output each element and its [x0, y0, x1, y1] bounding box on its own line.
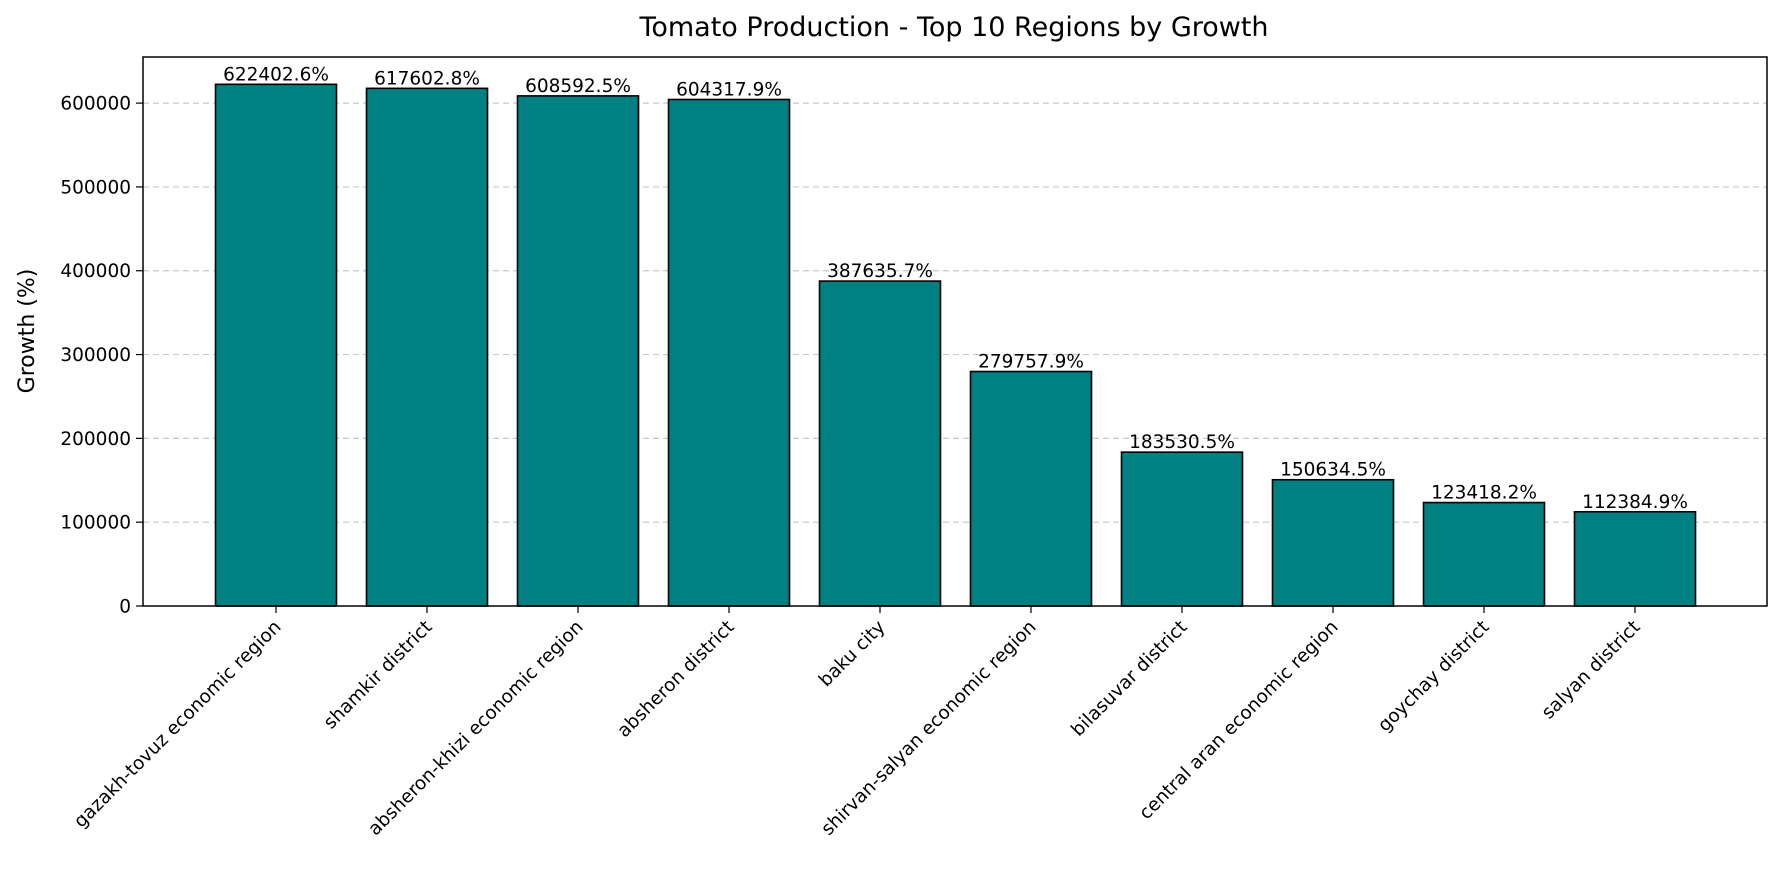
bar: [667, 98, 791, 607]
y-tick-label: 100000: [60, 513, 131, 534]
data-label: 608592.5%: [525, 76, 631, 97]
data-label: 617602.8%: [374, 68, 480, 89]
bar: [365, 87, 489, 607]
x-tick-label: goychay district: [1374, 617, 1494, 737]
bar: [1120, 451, 1244, 607]
bars: [214, 83, 1697, 607]
y-axis-label: Growth (%): [15, 269, 40, 394]
y-tick-label: 500000: [60, 177, 131, 198]
x-tick-label: gazakh-tovuz economic region: [70, 617, 285, 832]
bar: [818, 280, 942, 607]
axes-frame: [142, 56, 1768, 607]
bar: [1422, 501, 1546, 607]
y-tick-label: 400000: [60, 261, 131, 282]
bar: [214, 83, 338, 607]
data-label: 279757.9%: [978, 352, 1084, 373]
data-label: 150634.5%: [1280, 460, 1386, 481]
y-tick-label: 0: [119, 597, 131, 618]
data-label: 112384.9%: [1582, 492, 1688, 513]
y-axis-ticks: 0 100000 200000 300000 400000 500000 600000: [60, 94, 143, 618]
x-axis-ticks: gazakh-tovuz economic region shamkir dist…: [70, 606, 1645, 840]
x-tick-label: baku city: [815, 617, 890, 692]
data-label: 183530.5%: [1129, 432, 1235, 453]
y-tick-label: 300000: [60, 345, 131, 366]
x-tick-label: bilasuvar district: [1067, 617, 1191, 741]
x-tick-label: shamkir district: [320, 617, 437, 734]
bar: [969, 370, 1093, 607]
bar: [1271, 478, 1395, 607]
data-label: 622402.6%: [223, 64, 329, 85]
plot-frame: [142, 56, 1768, 607]
chart-title: Tomato Production - Top 10 Regions by Gr…: [638, 12, 1268, 43]
bar: [1573, 511, 1697, 607]
bar: [516, 95, 640, 607]
data-label: 604317.9%: [676, 79, 782, 100]
data-label: 123418.2%: [1431, 483, 1537, 504]
y-tick-label: 200000: [60, 429, 131, 450]
y-tick-label: 600000: [60, 94, 131, 115]
data-label: 387635.7%: [827, 261, 933, 282]
x-tick-label: salyan district: [1538, 617, 1645, 724]
data-labels: 622402.6% 617602.8% 608592.5% 604317.9% 3876…: [223, 64, 1688, 512]
x-tick-label: absheron district: [613, 617, 738, 742]
